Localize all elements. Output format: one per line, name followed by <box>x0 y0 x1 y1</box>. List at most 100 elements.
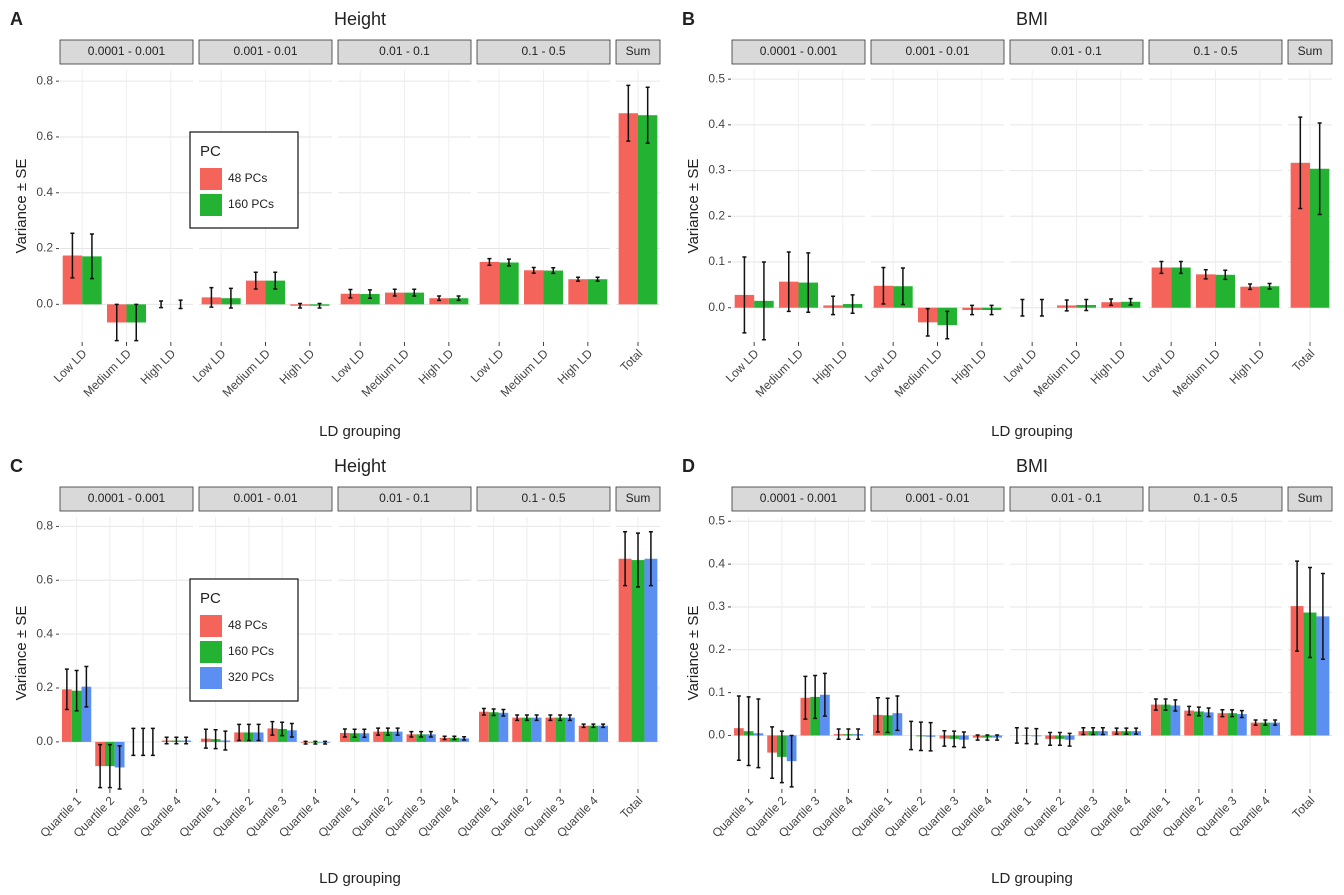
y-tick-label: 0.2 <box>708 208 725 222</box>
error-bar <box>601 723 606 729</box>
bar <box>404 292 425 305</box>
error-bar <box>985 734 990 741</box>
bar <box>406 734 417 742</box>
y-tick-label: 0.4 <box>36 626 53 640</box>
bar <box>1215 274 1236 308</box>
error-bar <box>1320 572 1325 660</box>
bar <box>1310 168 1330 308</box>
facet-label: 0.0001 - 0.001 <box>88 44 166 58</box>
bar <box>618 113 638 305</box>
y-tick-label: 0.0 <box>36 297 53 311</box>
error-bar <box>114 303 119 342</box>
error-bar <box>462 736 467 741</box>
facet-label: 0.01 - 0.1 <box>1051 491 1102 505</box>
legend-key <box>200 667 222 689</box>
error-bar <box>1163 698 1168 711</box>
facet-strip <box>615 486 661 512</box>
x-tick-label: Medium LD <box>359 346 413 400</box>
error-bar <box>1084 298 1089 312</box>
error-bar <box>367 289 372 299</box>
panel-label: D <box>682 456 695 476</box>
error-bar <box>567 714 572 722</box>
error-bar <box>184 736 189 745</box>
error-bar <box>280 721 285 737</box>
bar <box>523 270 544 305</box>
error-bar <box>918 721 923 752</box>
panel-label: B <box>682 9 695 29</box>
error-bar <box>548 714 553 722</box>
y-axis-label: Variance ± SE <box>685 606 702 701</box>
bar <box>631 560 645 742</box>
bar <box>373 731 383 742</box>
y-tick-label: 0.4 <box>708 556 725 570</box>
legend-label: 48 PCs <box>228 171 267 185</box>
error-bar <box>942 729 947 747</box>
error-bar <box>117 745 122 790</box>
x-tick-label: Low LD <box>1001 346 1040 385</box>
error-bar <box>881 266 886 305</box>
error-bar <box>875 697 880 733</box>
error-bar <box>412 288 417 297</box>
y-tick-label: 0.2 <box>36 241 53 255</box>
y-tick-label: 0.3 <box>708 599 725 613</box>
error-bar <box>323 740 328 745</box>
error-bar <box>836 728 841 741</box>
facet-strip <box>476 486 611 512</box>
y-tick-label: 0.2 <box>36 680 53 694</box>
bar <box>1150 704 1161 736</box>
error-bar <box>1196 706 1201 717</box>
bar <box>1237 714 1247 736</box>
y-tick-label: 0.0 <box>708 728 725 742</box>
y-axis-label: Variance ± SE <box>13 159 30 254</box>
error-bar <box>581 723 586 729</box>
facet-label: 0.01 - 0.1 <box>1051 44 1102 58</box>
x-tick-label: Medium LD <box>220 346 274 400</box>
facet-strip <box>59 39 194 65</box>
x-tick-label: Low LD <box>862 346 901 385</box>
bar <box>360 294 380 305</box>
y-tick-label: 0.1 <box>708 254 725 268</box>
legend-label: 160 PCs <box>228 197 274 211</box>
error-bar <box>736 695 741 762</box>
legend-label: 160 PCs <box>228 644 274 658</box>
facet-strip <box>731 39 866 65</box>
error-bar <box>1206 707 1211 718</box>
bar <box>578 725 589 742</box>
bar <box>245 280 266 305</box>
y-tick-label: 0.6 <box>36 129 53 143</box>
error-bar <box>1057 731 1062 747</box>
error-bar <box>298 302 303 309</box>
chart-title: Height <box>334 456 386 476</box>
error-bar <box>856 728 861 741</box>
error-bar <box>761 261 766 341</box>
error-bar <box>1020 298 1025 317</box>
error-bar <box>1187 705 1192 716</box>
error-bar <box>961 731 966 749</box>
error-bar <box>209 286 214 308</box>
error-bar <box>1109 298 1114 307</box>
facet-label: 0.0001 - 0.001 <box>760 491 838 505</box>
error-bar <box>626 84 631 142</box>
error-bar <box>313 740 318 745</box>
error-bar <box>487 257 492 267</box>
panel: A Height Variance ± SE LD grouping 0.0001 - … <box>10 9 661 440</box>
error-bar <box>392 288 397 297</box>
error-bar <box>1253 719 1258 726</box>
error-bar <box>164 736 169 745</box>
facet-label: Sum <box>1298 44 1323 58</box>
y-tick-label: 0.8 <box>36 73 53 87</box>
facet-strip <box>337 486 472 512</box>
facet-strip <box>198 486 333 512</box>
error-bar <box>885 697 890 734</box>
error-bar <box>648 531 653 587</box>
x-axis-label: LD grouping <box>991 870 1073 887</box>
bar <box>81 686 92 742</box>
error-bar <box>1308 566 1312 659</box>
error-bar <box>515 714 520 722</box>
facet-label: 0.1 - 0.5 <box>521 491 565 505</box>
bar <box>644 558 658 742</box>
bar <box>340 293 361 305</box>
facet-strip <box>1287 486 1333 512</box>
x-axis-label: LD grouping <box>319 870 401 887</box>
error-bar <box>779 730 784 784</box>
